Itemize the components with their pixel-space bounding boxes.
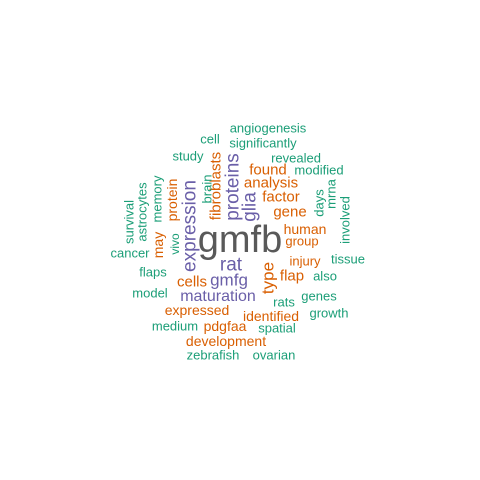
word-model: model [132, 285, 168, 301]
word-gene: gene [273, 203, 307, 221]
word-cell: cell [200, 131, 220, 147]
word-analysis: analysis [243, 174, 299, 192]
word-flap: flap [279, 267, 305, 285]
word-cells: cells [176, 273, 208, 291]
word-injury: injury [289, 253, 321, 269]
word-maturation: maturation [180, 288, 256, 305]
word-astrocytes: astrocytes [134, 182, 150, 242]
word-expression: expression [179, 180, 201, 272]
word-medium: medium [151, 318, 199, 334]
word-pdgfaa: pdgfaa [203, 318, 247, 334]
word-development: development [185, 333, 267, 349]
word-identified: identified [242, 308, 300, 324]
word-glia: glia [239, 192, 261, 222]
word-survival: survival [121, 199, 137, 245]
word-brain: brain [199, 174, 215, 204]
word-revealed: revealed [271, 150, 321, 166]
word-gmfb: gmfb [197, 219, 283, 261]
word-angiogenesis: angiogenesis [229, 120, 307, 136]
word-also: also [313, 268, 337, 284]
word-expressed: expressed [164, 302, 230, 318]
word-factor: factor [262, 188, 300, 206]
word-involved: involved [337, 196, 353, 244]
word-flaps: flaps [139, 264, 167, 280]
word-genes: genes [301, 288, 337, 304]
word-protein: protein [164, 178, 180, 222]
word-study: study [172, 148, 204, 164]
word-growth: growth [309, 305, 349, 321]
word-group: group [285, 233, 319, 249]
word-mrna: mrna [323, 179, 339, 209]
word-human: human [283, 221, 327, 237]
word-rats: rats [273, 294, 295, 310]
word-tissue: tissue [331, 251, 365, 267]
word-modified: modified [294, 162, 344, 178]
word-found: found [249, 161, 287, 179]
word-gmfg: gmfg [210, 270, 248, 290]
word-vivo: vivo [168, 233, 182, 255]
word-zebrafish: zebrafish [186, 347, 240, 363]
word-significantly: significantly [229, 135, 297, 151]
word-memory: memory [149, 175, 165, 223]
word-may: may [150, 231, 166, 259]
word-cancer: cancer [110, 245, 150, 261]
word-rat: rat [219, 254, 243, 276]
word-spatial: spatial [258, 320, 296, 336]
word-ovarian: ovarian [252, 347, 296, 363]
word-type: type [258, 261, 278, 295]
